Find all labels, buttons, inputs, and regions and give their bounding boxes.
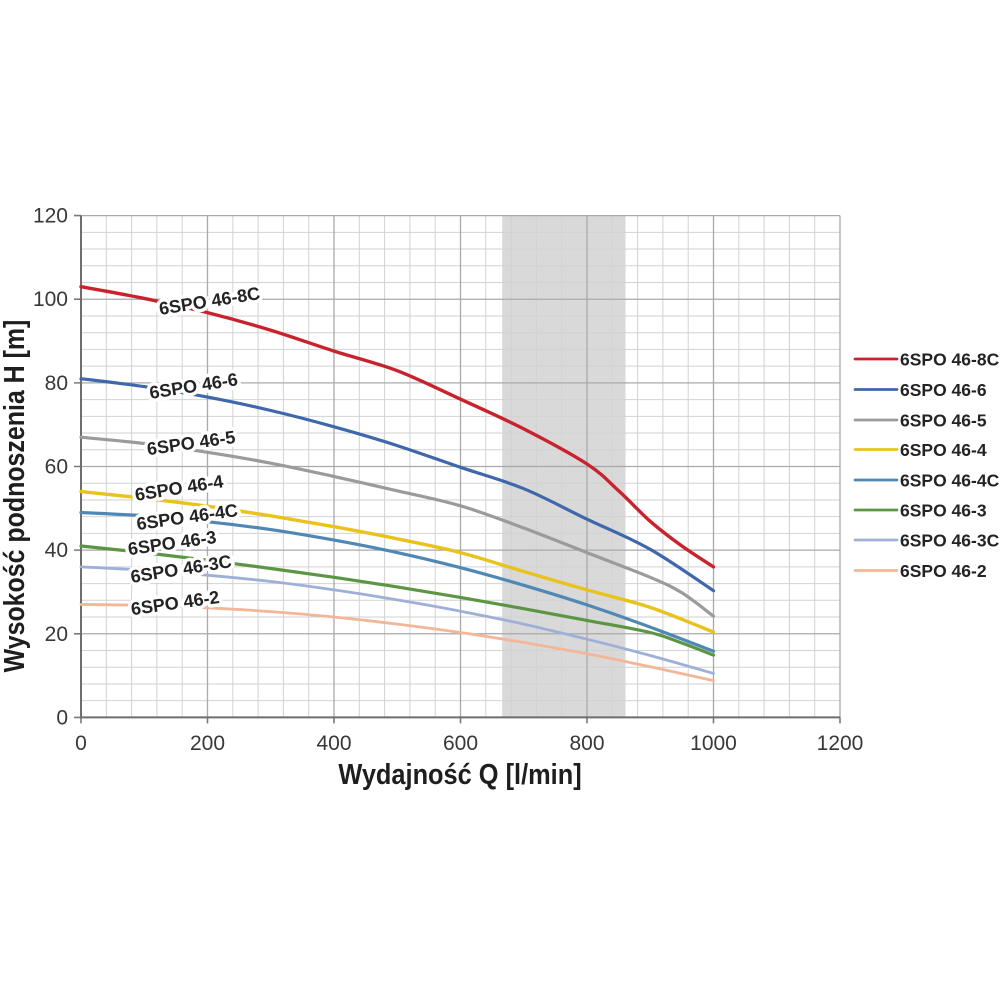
svg-text:6SPO 46-3: 6SPO 46-3 (900, 501, 987, 521)
svg-text:6SPO 46-4: 6SPO 46-4 (900, 440, 987, 460)
svg-text:1000: 1000 (690, 732, 737, 755)
svg-text:60: 60 (45, 456, 68, 479)
svg-text:40: 40 (45, 539, 68, 562)
svg-text:600: 600 (443, 732, 478, 755)
svg-text:6SPO 46-3C: 6SPO 46-3C (900, 531, 1000, 551)
svg-text:100: 100 (33, 288, 68, 311)
svg-text:1200: 1200 (817, 732, 864, 755)
svg-text:0: 0 (56, 706, 68, 729)
svg-text:6SPO 46-2: 6SPO 46-2 (900, 561, 987, 581)
svg-text:400: 400 (316, 732, 351, 755)
svg-text:800: 800 (569, 732, 604, 755)
svg-text:120: 120 (33, 205, 68, 228)
svg-text:6SPO 46-4C: 6SPO 46-4C (900, 471, 1000, 491)
svg-text:0: 0 (75, 732, 87, 755)
svg-text:6SPO 46-6: 6SPO 46-6 (900, 380, 987, 400)
svg-text:200: 200 (190, 732, 225, 755)
svg-text:6SPO 46-5: 6SPO 46-5 (900, 411, 987, 431)
svg-text:80: 80 (45, 372, 68, 395)
svg-text:Wysokość podnoszenia H [m]: Wysokość podnoszenia H [m] (0, 320, 30, 673)
svg-text:20: 20 (45, 623, 68, 646)
svg-text:Wydajność Q [l/min]: Wydajność Q [l/min] (338, 757, 581, 790)
svg-text:6SPO 46-8C: 6SPO 46-8C (900, 350, 1000, 370)
